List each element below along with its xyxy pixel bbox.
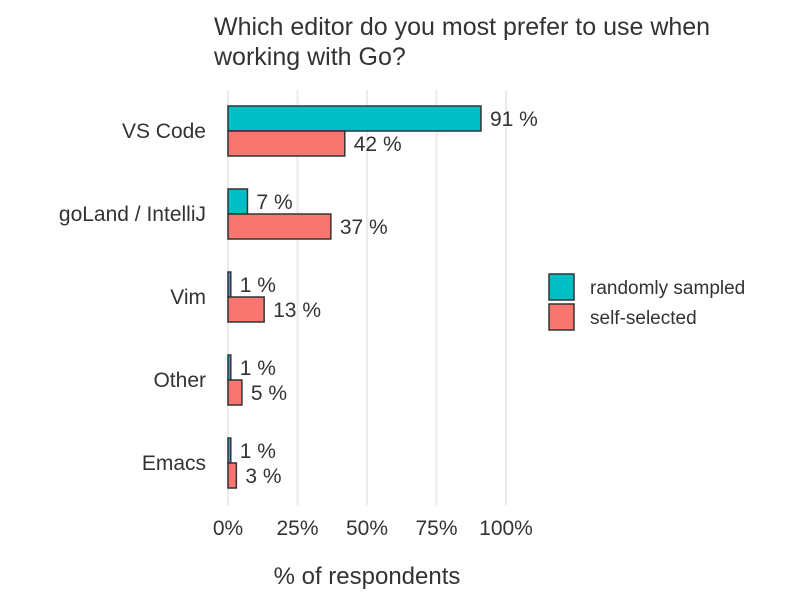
x-tick-label: 50% (346, 517, 388, 540)
data-label: 91 % (490, 108, 538, 131)
legend-label: self-selected (590, 308, 697, 329)
bar (227, 105, 482, 132)
x-tick-labels: 0% 25% 50% 75% 100% (213, 517, 533, 540)
category-label: Emacs (142, 452, 206, 475)
legend-swatch (548, 273, 575, 301)
bars: 91 %42 %7 %37 %1 %13 %1 %5 %1 %3 % (227, 105, 538, 489)
bar (227, 354, 232, 381)
x-tick-label: 0% (213, 517, 243, 540)
category-label: Vim (170, 286, 206, 309)
x-tick-label: 75% (415, 517, 457, 540)
bar (227, 296, 265, 323)
category-label: Other (153, 369, 206, 392)
bar (227, 379, 243, 406)
data-label: 1 % (240, 440, 276, 463)
data-label: 42 % (354, 133, 402, 156)
chart-title: Which editor do you most prefer to use w… (214, 13, 711, 71)
category-label: goLand / IntelliJ (59, 203, 206, 226)
data-label: 1 % (240, 357, 276, 380)
bar (227, 462, 238, 489)
x-tick-label: 25% (276, 517, 318, 540)
legend-label: randomly sampled (590, 278, 745, 299)
data-label: 5 % (251, 382, 287, 405)
category-label: VS Code (122, 120, 206, 143)
bar (227, 271, 232, 298)
bar (227, 213, 332, 240)
legend: randomly sampled self-selected (548, 273, 745, 331)
data-label: 3 % (245, 465, 281, 488)
data-label: 37 % (340, 216, 388, 239)
x-tick-label: 100% (479, 517, 533, 540)
bar (227, 130, 346, 157)
bar (227, 188, 249, 215)
x-axis-title: % of respondents (274, 563, 461, 590)
data-label: 1 % (240, 274, 276, 297)
category-labels: VS Code goLand / IntelliJ Vim Other Emacs (59, 120, 206, 475)
legend-swatch (548, 303, 575, 331)
data-label: 7 % (256, 191, 292, 214)
bar (227, 437, 232, 464)
data-label: 13 % (273, 299, 321, 322)
